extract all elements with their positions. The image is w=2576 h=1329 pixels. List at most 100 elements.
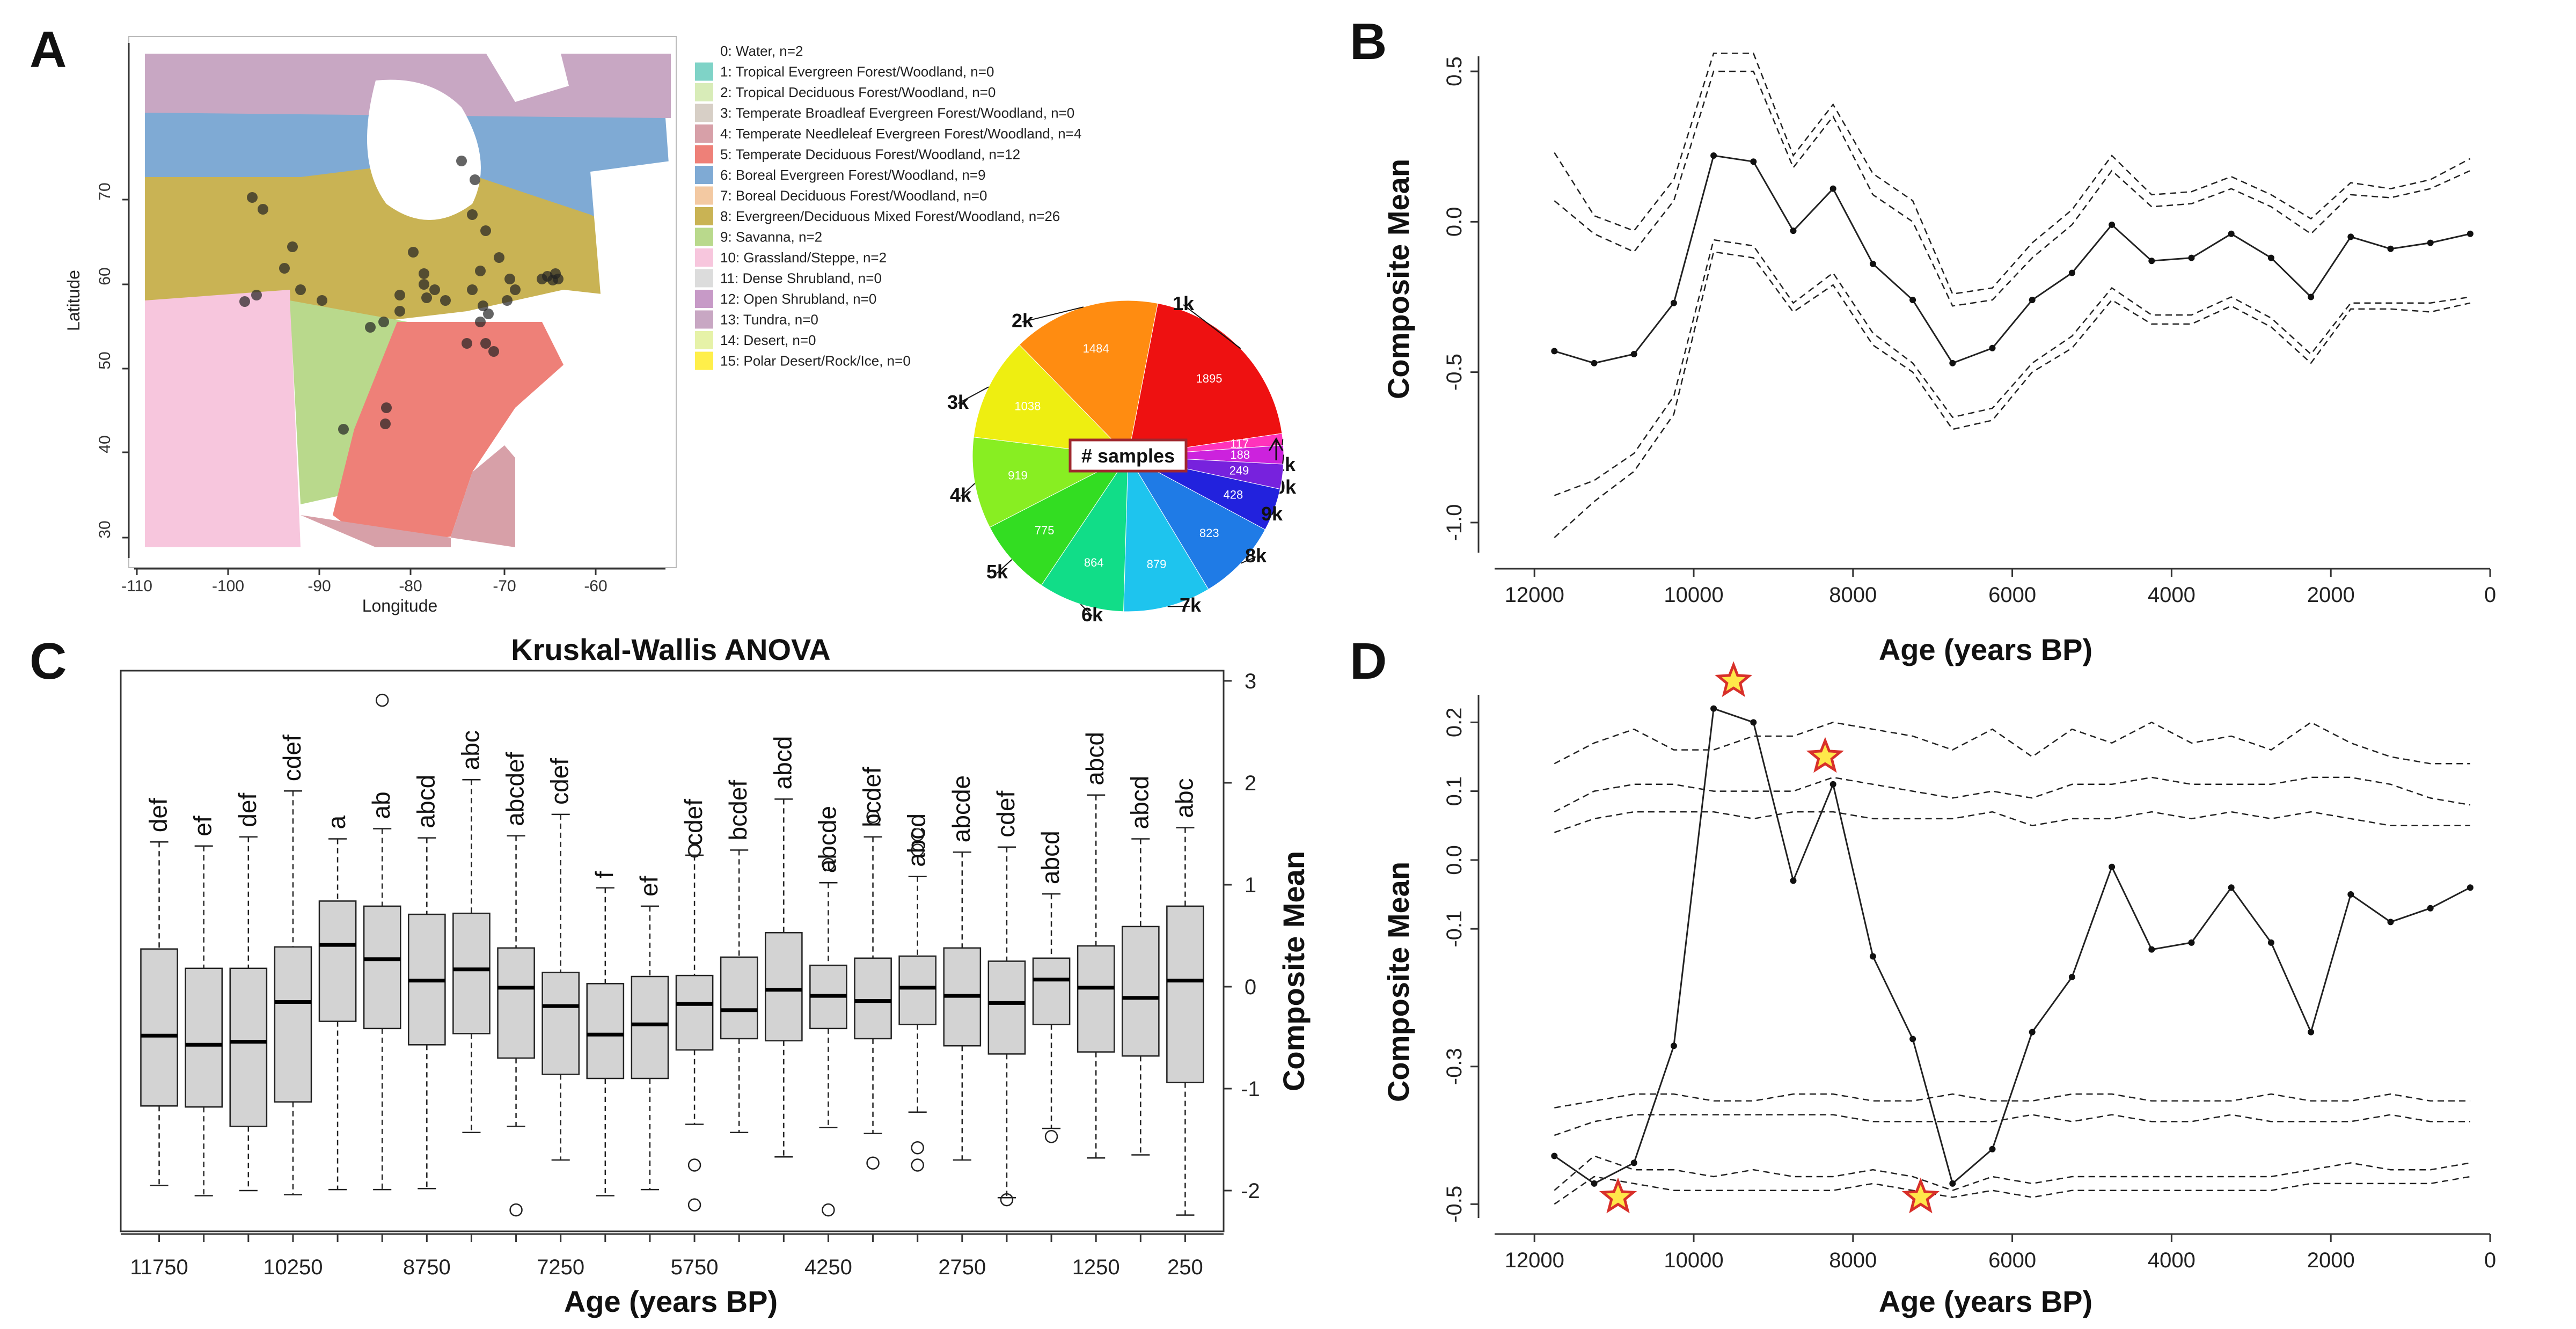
x-tick-label: 8000	[1829, 1249, 1877, 1272]
x-tick-label: 250	[1167, 1255, 1203, 1279]
y-tick-label: 3	[1245, 670, 1256, 693]
data-point	[1750, 158, 1757, 165]
legend-item-label: 13: Tundra, n=0	[720, 312, 818, 328]
confidence-band-line	[1554, 776, 2471, 813]
pie-slice-value: 1038	[1014, 399, 1041, 413]
panel-c: C Kruskal-Wallis ANOVA Composite Mean Ag…	[30, 633, 1311, 1318]
y-tick-label: 0.1	[1443, 776, 1466, 806]
y-tick-label: 0.0	[1443, 207, 1466, 237]
map-y-axis: 30 40 50 60 70 Latitude	[64, 43, 130, 558]
biome-legend: 0: Water, n=2 1: Tropical Evergreen Fores…	[695, 42, 1081, 370]
grassland-region	[145, 290, 301, 547]
x-tick-label: 8000	[1829, 583, 1877, 607]
data-point	[1869, 260, 1876, 267]
data-point	[2109, 221, 2116, 228]
sample-point	[408, 247, 419, 258]
data-point	[1790, 227, 1797, 234]
pie-slice-label: 2k	[1012, 310, 1034, 332]
map-x-tick-label: -110	[121, 577, 152, 595]
map-x-axis: -110 -100 -90 -80 -70 -60 Longitude	[121, 568, 665, 615]
x-tick-label: 2000	[2307, 1249, 2355, 1272]
group-letter-label: a	[323, 816, 350, 829]
box	[452, 912, 491, 1034]
sample-point	[470, 174, 480, 185]
data-point	[1710, 152, 1717, 159]
outlier-point	[1044, 1130, 1058, 1143]
data-point	[1949, 1180, 1956, 1187]
group-letter-label: cdef	[679, 799, 707, 846]
box	[1166, 905, 1204, 1083]
y-tick-label: -1	[1241, 1077, 1260, 1101]
x-tick-label: 4000	[2148, 1249, 2196, 1272]
data-point	[1829, 185, 1836, 192]
pie-leader-line	[1022, 306, 1084, 322]
sample-point	[475, 266, 486, 276]
panel-c-plot: 3 2 1 0 -1 -2 11750 10250 8750 7250 5750 4250 2750 12…	[120, 670, 1260, 1279]
pie-leader-line	[1271, 509, 1275, 516]
confidence-band-line	[1554, 721, 2470, 765]
box	[1121, 926, 1160, 1057]
confidence-band-line	[1554, 1114, 2470, 1136]
box	[720, 956, 758, 1040]
legend-swatch	[695, 310, 713, 329]
sample-point	[239, 296, 250, 307]
legend-swatch	[695, 227, 713, 246]
outlier-point	[866, 1156, 880, 1170]
data-point	[2068, 973, 2075, 980]
sample-point	[251, 290, 262, 300]
y-tick-label: 0.5	[1443, 56, 1466, 86]
panel-b-y-axis-title: Composite Mean	[1381, 159, 1415, 399]
star-icon	[1715, 661, 1753, 697]
sample-point	[478, 300, 488, 311]
x-tick-label: 10000	[1664, 1249, 1723, 1272]
legend-item-label: 10: Grassland/Steppe, n=2	[720, 249, 887, 266]
pie-slice	[1123, 455, 1209, 612]
pie-leader-line	[997, 559, 1013, 574]
data-point	[2267, 254, 2274, 261]
box	[140, 948, 178, 1107]
outlier-point	[687, 1198, 701, 1211]
legend-item-label: 12: Open Shrubland, n=0	[720, 291, 876, 307]
legend-item-label: 4: Temperate Needleleaf Evergreen Forest…	[720, 126, 1081, 142]
panel-d-x-axis-title: Age (years BP)	[1879, 1284, 2092, 1318]
data-point	[2188, 939, 2195, 946]
data-point	[1909, 1036, 1916, 1042]
pie-center-label-box	[1069, 438, 1188, 473]
data-point	[2387, 245, 2394, 252]
map-y-tick-label: 30	[96, 520, 114, 538]
map-x-tick-label: -100	[212, 577, 244, 595]
data-point	[2228, 884, 2235, 891]
sample-point	[480, 338, 491, 349]
group-letter-label: ef	[189, 816, 217, 836]
legend-item-label: 3: Temperate Broadleaf Evergreen Forest/…	[720, 105, 1074, 121]
box	[541, 972, 580, 1075]
ocean-region	[515, 408, 671, 547]
sample-point	[317, 295, 327, 306]
x-tick-label: 12000	[1505, 583, 1564, 607]
box	[586, 983, 625, 1080]
sample-point	[480, 225, 491, 236]
panel-c-letter: C	[30, 633, 67, 690]
data-point	[2029, 297, 2036, 304]
data-point	[1909, 297, 1916, 304]
box	[987, 960, 1026, 1055]
baffin-water	[483, 43, 569, 102]
outlier-point	[1000, 1193, 1014, 1207]
outlier-point	[822, 857, 835, 871]
legend-swatch	[695, 290, 713, 308]
pie-center-label: # samples	[1081, 445, 1175, 467]
outlier-point	[911, 1141, 924, 1155]
legend-swatch	[695, 104, 713, 122]
panel-d-letter: D	[1350, 633, 1387, 690]
composite-mean-line	[1554, 707, 2471, 1185]
x-tick-label: 12000	[1505, 1249, 1564, 1272]
group-letter-label: abcd	[412, 775, 440, 828]
panel-d: D Composite Mean Age (years BP) 12000 100…	[1350, 633, 2496, 1318]
box	[497, 947, 535, 1059]
pie-slice-value: 1484	[1083, 342, 1109, 355]
data-point	[1750, 719, 1757, 726]
data-point	[2148, 258, 2155, 265]
sample-point	[419, 279, 429, 290]
data-point	[1591, 359, 1598, 366]
pie-slice	[989, 456, 1129, 586]
